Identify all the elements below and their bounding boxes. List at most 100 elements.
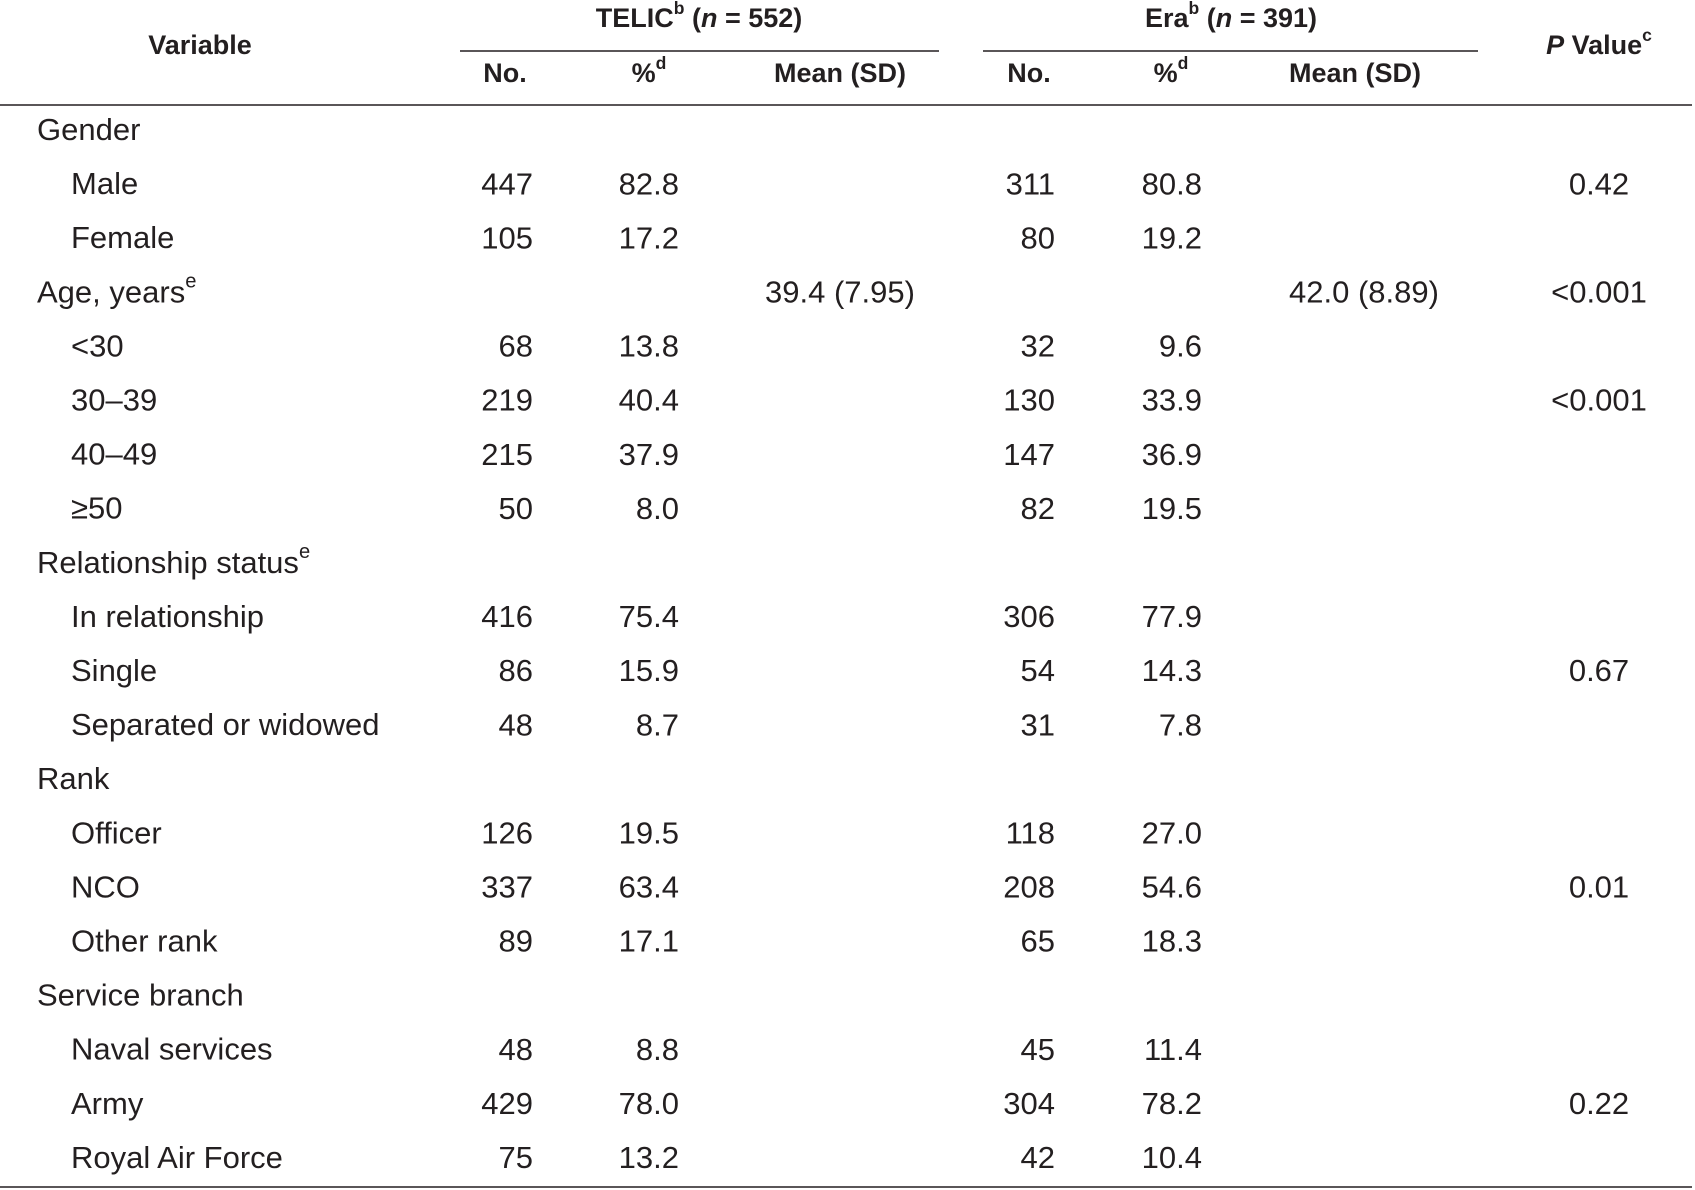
- cell: 0.01: [1569, 870, 1629, 905]
- row-label: Royal Air Force: [71, 1140, 283, 1175]
- cell: 42.0 (8.89): [1289, 274, 1439, 309]
- row-label: Age, yearse: [37, 271, 196, 310]
- cell: 208: [1003, 870, 1055, 905]
- row-label: Separated or widowed: [71, 707, 379, 742]
- text-part: NCO: [71, 870, 140, 905]
- row-label: 40–49: [71, 437, 157, 472]
- superscript: c: [1642, 25, 1652, 45]
- superscript: d: [656, 53, 667, 73]
- text-part: n: [1216, 3, 1233, 33]
- cell: 0.22: [1569, 1086, 1629, 1121]
- cell: 13.8: [619, 329, 679, 364]
- text-part: Other rank: [71, 924, 218, 959]
- cell: 11.4: [1144, 1032, 1202, 1067]
- text-part: Mean (SD): [1289, 58, 1421, 88]
- row-label: Relationship statuse: [37, 541, 310, 580]
- cell: 27.0: [1142, 815, 1202, 850]
- cell: 0.42: [1569, 166, 1629, 201]
- text-part: %: [1154, 58, 1178, 88]
- cell: 80.8: [1142, 166, 1202, 201]
- cell: 8.0: [636, 491, 679, 526]
- text-part: 30–39: [71, 383, 157, 418]
- row-label: Service branch: [37, 978, 244, 1013]
- cell: 18.3: [1142, 924, 1202, 959]
- text-part: P: [1546, 30, 1565, 60]
- cell: 19.5: [619, 815, 679, 850]
- column-header: Mean (SD): [774, 58, 906, 88]
- row-label: Naval services: [71, 1032, 273, 1067]
- cell: 429: [481, 1086, 533, 1121]
- column-header: No.: [483, 58, 527, 88]
- cell: 447: [481, 166, 533, 201]
- cell: 13.2: [619, 1140, 679, 1175]
- row-label: In relationship: [71, 599, 264, 634]
- cell: 17.2: [619, 220, 679, 255]
- cell: <0.001: [1551, 383, 1647, 418]
- cell: 10.4: [1142, 1140, 1202, 1175]
- cell: 19.5: [1142, 491, 1202, 526]
- text-part: Rank: [37, 761, 110, 796]
- superscript: e: [299, 541, 310, 563]
- text-part: TELIC: [596, 3, 674, 33]
- superscript: b: [674, 0, 685, 18]
- group-header: TELICb (n = 552): [596, 0, 803, 33]
- cell: 37.9: [619, 437, 679, 472]
- cell: 50: [499, 491, 533, 526]
- text-part: Value: [1564, 30, 1642, 60]
- cell: 118: [1006, 815, 1055, 850]
- row-label: Single: [71, 653, 157, 688]
- row-label: Officer: [71, 815, 162, 850]
- text-part: Mean (SD): [774, 58, 906, 88]
- row-label: Other rank: [71, 924, 218, 959]
- cell: 147: [1003, 437, 1055, 472]
- text-part: = 391): [1232, 3, 1317, 33]
- cell: 48: [499, 707, 533, 742]
- row-label: NCO: [71, 870, 140, 905]
- text-part: = 552): [717, 3, 802, 33]
- cell: 105: [481, 220, 533, 255]
- group-header: Erab (n = 391): [1145, 0, 1317, 33]
- text-part: Royal Air Force: [71, 1140, 283, 1175]
- cell: 33.9: [1142, 383, 1202, 418]
- text-part: Gender: [37, 112, 140, 147]
- text-part: %: [632, 58, 656, 88]
- cell: 8.8: [636, 1032, 679, 1067]
- cell: 68: [499, 329, 533, 364]
- cell: 39.4 (7.95): [765, 274, 915, 309]
- text-part: No.: [1007, 58, 1051, 88]
- text-part: Naval services: [71, 1032, 273, 1067]
- cell: 8.7: [636, 707, 679, 742]
- text-part: Army: [71, 1086, 144, 1121]
- text-part: Separated or widowed: [71, 707, 379, 742]
- cell: 19.2: [1142, 220, 1202, 255]
- cell: 215: [481, 437, 533, 472]
- column-header: %d: [632, 53, 667, 88]
- text-part: Era: [1145, 3, 1190, 33]
- row-label: Male: [71, 166, 138, 201]
- text-part: Relationship status: [37, 545, 299, 580]
- cell: 77.9: [1142, 599, 1202, 634]
- text-part: Male: [71, 166, 138, 201]
- cell: 89: [499, 924, 533, 959]
- cell: 63.4: [619, 870, 679, 905]
- cell: 75: [499, 1140, 533, 1175]
- column-header: P Valuec: [1546, 25, 1652, 60]
- cell: 65: [1021, 924, 1055, 959]
- cell: 9.6: [1159, 329, 1202, 364]
- text-part: No.: [483, 58, 527, 88]
- cell: 304: [1003, 1086, 1055, 1121]
- cell: 306: [1003, 599, 1055, 634]
- row-label: Female: [71, 220, 174, 255]
- text-part: Officer: [71, 815, 162, 850]
- cell: 32: [1021, 329, 1055, 364]
- text-part: (: [1199, 3, 1216, 33]
- cell: 14.3: [1142, 653, 1202, 688]
- superscript: e: [185, 271, 196, 293]
- row-label: <30: [71, 329, 124, 364]
- cell: 36.9: [1142, 437, 1202, 472]
- row-label: Army: [71, 1086, 144, 1121]
- cell: <0.001: [1551, 274, 1647, 309]
- text-part: Single: [71, 653, 157, 688]
- row-label: ≥50: [71, 491, 123, 526]
